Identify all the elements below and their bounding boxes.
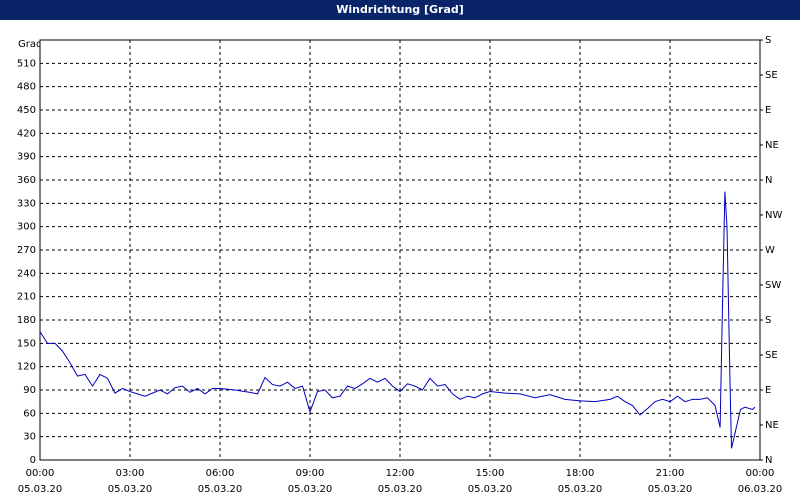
y2-tick-label: NW — [765, 210, 782, 221]
y2-tick-label: SE — [765, 350, 778, 361]
y-tick-label: 480 — [17, 82, 36, 93]
y-tick-label: 120 — [17, 362, 36, 373]
y-tick-label: 180 — [17, 315, 36, 326]
x-tick-date: 05.03.20 — [378, 484, 423, 495]
y2-tick-label: SW — [765, 280, 781, 291]
y-tick-label: 420 — [17, 128, 36, 139]
y2-tick-label: W — [765, 245, 775, 256]
x-tick-label: 21:00 — [656, 468, 685, 479]
y-tick-label: 270 — [17, 245, 36, 256]
x-tick-label: 18:00 — [566, 468, 595, 479]
y2-tick-label: NE — [765, 140, 779, 151]
x-tick-label: 00:00 — [746, 468, 775, 479]
x-tick-label: 03:00 — [116, 468, 145, 479]
y-tick-label: 360 — [17, 175, 36, 186]
y-tick-label: 240 — [17, 268, 36, 279]
y-tick-label: 30 — [23, 432, 36, 443]
y2-tick-label: SE — [765, 70, 778, 81]
x-tick-date: 05.03.20 — [558, 484, 603, 495]
x-tick-date: 05.03.20 — [468, 484, 513, 495]
x-tick-date: 05.03.20 — [18, 484, 63, 495]
y-tick-label: 510 — [17, 58, 36, 69]
y-tick-label: 90 — [23, 385, 36, 396]
y-tick-label: 300 — [17, 222, 36, 233]
y2-tick-label: N — [765, 175, 772, 186]
y-tick-label: 0 — [30, 455, 36, 466]
y2-tick-label: N — [765, 455, 772, 466]
x-tick-date: 05.03.20 — [108, 484, 153, 495]
x-tick-label: 15:00 — [476, 468, 505, 479]
data-line — [39, 191, 756, 449]
x-tick-date: 05.03.20 — [288, 484, 333, 495]
y-tick-label: 390 — [17, 152, 36, 163]
y2-tick-label: S — [765, 35, 771, 46]
y2-tick-label: NE — [765, 420, 779, 431]
x-tick-label: 06:00 — [206, 468, 235, 479]
y2-tick-label: S — [765, 315, 771, 326]
window-title: Windrichtung [Grad] — [0, 0, 800, 20]
y-tick-label: 450 — [17, 105, 36, 116]
y2-tick-label: E — [765, 385, 771, 396]
x-tick-label: 12:00 — [386, 468, 415, 479]
y-tick-label: 330 — [17, 198, 36, 209]
x-tick-date: 06.03.20 — [738, 484, 783, 495]
x-tick-date: 05.03.20 — [198, 484, 243, 495]
x-tick-label: 09:00 — [296, 468, 325, 479]
y-tick-label: 150 — [17, 338, 36, 349]
x-tick-label: 00:00 — [26, 468, 55, 479]
x-tick-date: 05.03.20 — [648, 484, 693, 495]
y-axis-label: Grad — [18, 39, 42, 50]
y2-tick-label: E — [765, 105, 771, 116]
y-tick-label: 60 — [23, 408, 36, 419]
y-tick-label: 210 — [17, 292, 36, 303]
